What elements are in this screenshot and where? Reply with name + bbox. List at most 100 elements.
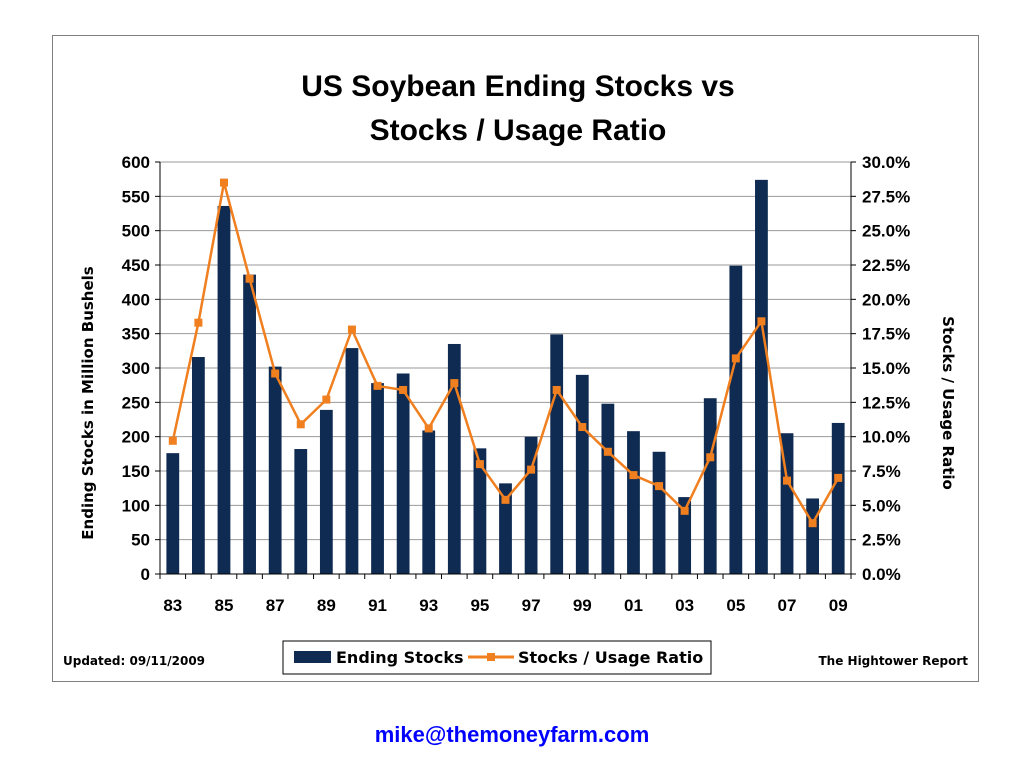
point-stocks-usage-85 bbox=[219, 178, 228, 187]
y-tick-label: 350 bbox=[122, 325, 150, 344]
gridlines bbox=[160, 161, 851, 541]
point-stocks-usage-98 bbox=[552, 385, 561, 394]
bar-ending-stocks-08 bbox=[806, 498, 820, 574]
x-tick-label: 07 bbox=[778, 596, 797, 615]
bar-ending-stocks-89 bbox=[319, 409, 333, 574]
y2-axis-title: Stocks / Usage Ratio bbox=[939, 316, 957, 490]
bar-ending-stocks-06 bbox=[755, 179, 768, 574]
point-stocks-usage-01 bbox=[629, 471, 638, 480]
y2-tick-label: 17.5% bbox=[862, 325, 910, 344]
point-stocks-usage-08 bbox=[808, 519, 817, 528]
point-stocks-usage-04 bbox=[706, 453, 715, 462]
y-tick-label: 500 bbox=[122, 222, 150, 241]
point-stocks-usage-86 bbox=[245, 274, 254, 283]
y-tick-label: 550 bbox=[122, 187, 150, 206]
x-tick-label: 87 bbox=[266, 596, 285, 615]
x-tick-label: 93 bbox=[419, 596, 438, 615]
y2-tick-label: 20.0% bbox=[862, 290, 910, 309]
point-stocks-usage-96 bbox=[501, 495, 510, 504]
bar-ending-stocks-09 bbox=[831, 422, 845, 574]
bar-ending-stocks-92 bbox=[396, 373, 410, 574]
y2-tick-label: 10.0% bbox=[862, 428, 910, 447]
legend: Ending Stocks Stocks / Usage Ratio bbox=[282, 640, 712, 675]
bar-ending-stocks-91 bbox=[371, 383, 384, 574]
y2-tick-label: 30.0% bbox=[862, 153, 910, 172]
y2-tick-label: 25.0% bbox=[862, 222, 910, 241]
bar-ending-stocks-85 bbox=[217, 205, 231, 575]
line-series bbox=[168, 178, 843, 528]
bar-ending-stocks-02 bbox=[652, 451, 666, 574]
y-tick-label: 600 bbox=[122, 153, 150, 172]
x-tick-label: 97 bbox=[522, 596, 541, 615]
point-stocks-usage-07 bbox=[783, 476, 792, 485]
x-tick-label: 09 bbox=[829, 596, 848, 615]
y-tick-label: 0 bbox=[141, 565, 150, 584]
y-axis-tick-labels: 0 50 100 150 200 250 300 350 400 450 500 550 600 bbox=[122, 153, 150, 584]
chart-svg: US Soybean Ending Stocks vs Stocks / Usa… bbox=[63, 70, 968, 675]
bar-series bbox=[166, 179, 845, 575]
bar-ending-stocks-86 bbox=[243, 274, 256, 574]
point-stocks-usage-95 bbox=[475, 460, 484, 469]
x-tick-label: 01 bbox=[624, 596, 643, 615]
bar-ending-stocks-87 bbox=[268, 366, 282, 574]
y-axis-title: Ending Stocks in Million Bushels bbox=[79, 266, 97, 540]
y-tick-label: 100 bbox=[122, 496, 150, 515]
y2-tick-label: 0.0% bbox=[862, 565, 901, 584]
bar-ending-stocks-93 bbox=[422, 430, 436, 574]
point-stocks-usage-02 bbox=[655, 482, 664, 491]
y2-tick-label: 12.5% bbox=[862, 393, 910, 412]
point-stocks-usage-99 bbox=[578, 423, 587, 432]
y2-tick-label: 7.5% bbox=[862, 462, 901, 481]
bar-ending-stocks-95 bbox=[473, 448, 487, 574]
bar-ending-stocks-83 bbox=[166, 453, 180, 574]
point-stocks-usage-05 bbox=[731, 354, 740, 363]
y-tick-label: 400 bbox=[122, 290, 150, 309]
x-tick-label: 03 bbox=[675, 596, 694, 615]
contact-email[interactable]: mike@themoneyfarm.com bbox=[374, 722, 650, 747]
y-tick-label: 250 bbox=[122, 393, 150, 412]
point-stocks-usage-87 bbox=[271, 369, 280, 378]
point-stocks-usage-09 bbox=[834, 473, 843, 482]
bar-ending-stocks-96 bbox=[499, 483, 512, 574]
legend-label-ending-stocks: Ending Stocks bbox=[336, 648, 463, 667]
y-tick-label: 300 bbox=[122, 359, 150, 378]
x-tick-label: 85 bbox=[215, 596, 234, 615]
point-stocks-usage-90 bbox=[347, 325, 356, 334]
y2-tick-label: 27.5% bbox=[862, 187, 910, 206]
bar-ending-stocks-90 bbox=[345, 348, 359, 574]
bar-ending-stocks-00 bbox=[601, 403, 615, 574]
chart-frame: US Soybean Ending Stocks vs Stocks / Usa… bbox=[52, 35, 979, 682]
legend-label-stocks-usage: Stocks / Usage Ratio bbox=[518, 648, 703, 667]
point-stocks-usage-89 bbox=[322, 395, 331, 404]
y2-tick-label: 15.0% bbox=[862, 359, 910, 378]
axes bbox=[155, 161, 856, 579]
y2-tick-label: 22.5% bbox=[862, 256, 910, 275]
x-tick-label: 95 bbox=[470, 596, 489, 615]
x-axis-tick-labels: 83 85 87 89 91 93 95 97 99 01 03 05 07 09 bbox=[163, 596, 847, 615]
bar-ending-stocks-88 bbox=[294, 449, 308, 574]
bar-ending-stocks-04 bbox=[703, 398, 717, 574]
bar-ending-stocks-99 bbox=[575, 374, 589, 574]
x-tick-label: 89 bbox=[317, 596, 336, 615]
point-stocks-usage-91 bbox=[373, 381, 382, 390]
legend-bar-swatch bbox=[294, 651, 331, 663]
chart-title: US Soybean Ending Stocks vs Stocks / Usa… bbox=[301, 70, 734, 147]
bar-ending-stocks-98 bbox=[550, 334, 564, 574]
point-stocks-usage-03 bbox=[680, 506, 689, 515]
point-stocks-usage-97 bbox=[527, 465, 536, 474]
bar-ending-stocks-01 bbox=[627, 431, 640, 574]
bar-ending-stocks-94 bbox=[447, 343, 461, 574]
legend-marker-swatch bbox=[487, 653, 495, 661]
point-stocks-usage-92 bbox=[399, 385, 408, 394]
x-tick-label: 91 bbox=[368, 596, 387, 615]
y-tick-label: 200 bbox=[122, 428, 150, 447]
bar-ending-stocks-84 bbox=[191, 357, 205, 574]
y-tick-label: 450 bbox=[122, 256, 150, 275]
point-stocks-usage-83 bbox=[168, 436, 177, 445]
y2-axis-tick-labels: 0.0% 2.5% 5.0% 7.5% 10.0% 12.5% 15.0% 17.5% 20.0… bbox=[862, 153, 910, 584]
x-tick-label: 05 bbox=[726, 596, 745, 615]
chart-title-line-2: Stocks / Usage Ratio bbox=[370, 114, 667, 147]
point-stocks-usage-93 bbox=[424, 424, 433, 433]
point-stocks-usage-06 bbox=[757, 317, 766, 326]
chart-title-line-1: US Soybean Ending Stocks vs bbox=[301, 70, 734, 103]
